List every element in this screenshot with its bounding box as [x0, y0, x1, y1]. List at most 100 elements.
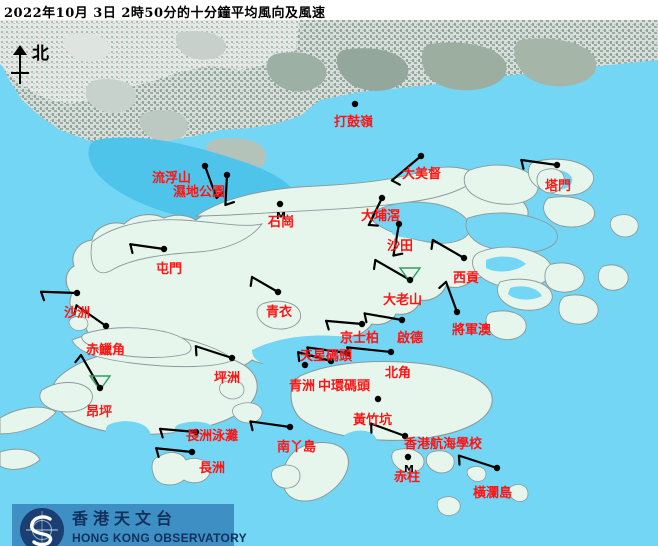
- station-marker-dot: [301, 361, 309, 369]
- wind-barb: [249, 275, 280, 294]
- wind-barb: [372, 258, 412, 282]
- wind-barb: [390, 154, 423, 186]
- wind-barb-shaft: [390, 154, 423, 182]
- wind-barb: [367, 196, 384, 227]
- wind-barb-shaft: [306, 346, 349, 355]
- station-label-將軍澳: 將軍澳: [452, 323, 492, 338]
- station-label-橫瀾島: 橫瀾島: [473, 486, 513, 501]
- wind-barb: [430, 238, 466, 260]
- wind-barb-feather: [155, 447, 160, 459]
- station-marker-triangle: [88, 375, 112, 392]
- station-marker-dot: [351, 100, 359, 108]
- wind-barb-shaft: [374, 258, 412, 282]
- wind-barb-layer: [39, 154, 559, 470]
- station-marker-dot: [276, 200, 284, 208]
- station-label-大美督: 大美督: [402, 167, 442, 182]
- station-label-長洲: 長洲: [199, 461, 226, 476]
- station-marker-dot: [395, 220, 403, 228]
- map-graphics: [0, 20, 658, 546]
- wind-barb: [363, 312, 404, 324]
- wind-barb: [249, 420, 292, 432]
- station-label-大埔滘: 大埔滘: [361, 209, 401, 224]
- station-marker-dot: [358, 320, 366, 328]
- wind-barb: [73, 304, 108, 328]
- station-label-流浮山: 流浮山: [152, 171, 192, 186]
- north-arrow-icon: 北: [6, 44, 58, 88]
- station-marker-dot: [387, 348, 395, 356]
- station-label-坪洲: 坪洲: [214, 371, 241, 386]
- station-marker-dot: [223, 171, 231, 179]
- wind-barb: [370, 422, 407, 438]
- station-label-青洲: 青洲: [289, 379, 316, 394]
- wind-barb-shaft: [159, 427, 198, 434]
- station-label-香港航海學校: 香港航海學校: [404, 437, 483, 452]
- station-label-青衣: 青衣: [266, 305, 293, 320]
- wind-barb-shaft: [249, 420, 292, 429]
- station-marker-dot: [286, 423, 294, 431]
- hong-kong-wind-map: 北 流浮山 濕地公園 打鼓嶺 大美督 塔門 M 石崗 大埔滘 沙田 屯門 西貢 大老山 青衣 沙洲 將軍澳京…: [0, 20, 658, 546]
- wind-barb-feather: [73, 304, 78, 316]
- station-label-昂坪: 昂坪: [86, 405, 113, 420]
- station-label-赤柱: 赤柱: [394, 470, 421, 485]
- station-marker-dot: [343, 349, 351, 357]
- station-marker-dot: [417, 152, 425, 160]
- station-marker-dot: [398, 316, 406, 324]
- wind-barb-feather: [457, 454, 461, 466]
- station-label-啟德: 啟德: [397, 331, 424, 346]
- wind-barb-shaft: [367, 196, 384, 227]
- wind-barb-feather: [430, 238, 434, 251]
- station-marker-dot: [102, 322, 110, 330]
- station-label-沙田: 沙田: [387, 239, 414, 254]
- station-label-沙洲: 沙洲: [64, 306, 91, 321]
- wind-barb: [457, 454, 499, 470]
- station-marker-dot: [404, 453, 412, 461]
- station-marker-dot: [96, 384, 104, 392]
- wind-barb-shaft: [194, 345, 234, 360]
- wind-barb-feather: [74, 353, 83, 364]
- wind-barb-feather: [325, 319, 330, 331]
- station-marker-dot: [274, 288, 282, 296]
- wind-barb: [155, 447, 194, 459]
- wind-barb-feather: [215, 190, 225, 200]
- station-label-北角: 北角: [385, 366, 412, 381]
- wind-barb-feather: [194, 345, 198, 357]
- wind-barb: [392, 222, 404, 257]
- wind-barb-feather: [249, 420, 254, 432]
- station-label-赤鱲角: 赤鱲角: [86, 343, 126, 358]
- station-marker-dot: [401, 432, 409, 440]
- station-marker-dot: [160, 245, 168, 253]
- hko-logo: 香港天文台 HONG KONG OBSERVATORY: [12, 504, 247, 546]
- station-marker-dot: [374, 395, 382, 403]
- wind-barb-feather: [363, 312, 368, 324]
- wind-barb-shaft: [457, 454, 499, 470]
- station-marker-dot: [73, 289, 81, 297]
- wind-barb: [325, 319, 364, 331]
- wind-barb-feather: [297, 351, 301, 363]
- station-marker-m: M: [276, 211, 286, 222]
- wind-barb-shaft: [79, 353, 102, 390]
- station-marker-dot: [460, 254, 468, 262]
- hko-logo-chinese: 香港天文台: [72, 509, 178, 528]
- wind-barb: [129, 243, 166, 255]
- station-marker-layer: [73, 100, 561, 472]
- wind-barb-feather: [249, 275, 254, 288]
- station-label-長洲泳灘: 長洲泳灘: [186, 429, 239, 444]
- wind-barb-shaft: [297, 351, 333, 363]
- station-marker-triangle: [398, 267, 422, 284]
- station-label-西貢: 西貢: [453, 271, 480, 286]
- station-marker-dot: [201, 162, 209, 170]
- station-label-京士柏: 京士柏: [340, 331, 380, 346]
- station-label-南丫島: 南丫島: [277, 440, 317, 455]
- wind-barb: [203, 164, 225, 200]
- wind-barb-shaft: [370, 422, 407, 438]
- wind-barb-shaft: [346, 346, 393, 354]
- station-label-濕地公園: 濕地公園: [173, 185, 226, 200]
- wind-barb-feather: [392, 252, 404, 257]
- wind-barb-shaft: [520, 158, 559, 167]
- wind-barb-feather: [129, 243, 134, 255]
- station-marker-dot: [493, 464, 501, 472]
- wind-barb-shaft: [203, 164, 218, 200]
- wind-barb: [224, 173, 236, 207]
- station-marker-dot: [453, 308, 461, 316]
